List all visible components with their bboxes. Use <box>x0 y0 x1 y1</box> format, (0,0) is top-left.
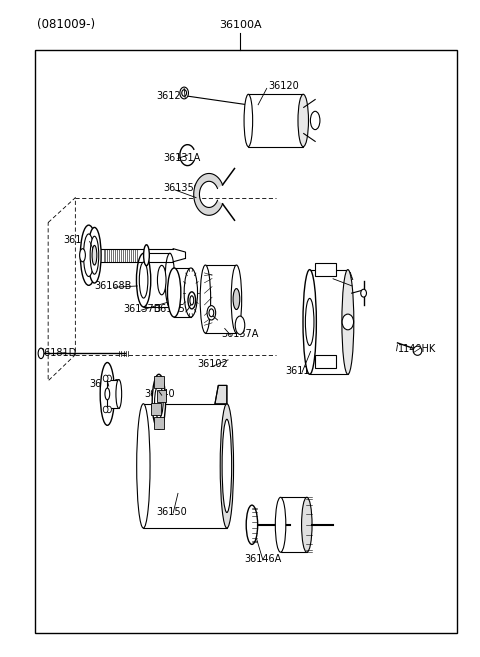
Ellipse shape <box>38 348 44 359</box>
Ellipse shape <box>233 288 240 309</box>
Text: 36127: 36127 <box>156 91 188 101</box>
Ellipse shape <box>244 95 252 147</box>
Ellipse shape <box>188 292 196 309</box>
Ellipse shape <box>276 497 286 553</box>
Ellipse shape <box>152 374 166 429</box>
Bar <box>248 95 303 147</box>
Ellipse shape <box>200 265 211 333</box>
Ellipse shape <box>413 346 422 355</box>
Ellipse shape <box>190 296 194 305</box>
Circle shape <box>103 375 108 382</box>
Bar <box>107 380 119 408</box>
Ellipse shape <box>165 253 175 307</box>
Ellipse shape <box>182 90 187 97</box>
Ellipse shape <box>139 262 148 298</box>
Circle shape <box>107 406 111 413</box>
Ellipse shape <box>144 245 149 265</box>
Ellipse shape <box>105 388 110 400</box>
Ellipse shape <box>92 246 97 265</box>
Text: 36150: 36150 <box>156 507 187 516</box>
Ellipse shape <box>298 95 309 147</box>
Bar <box>315 355 336 368</box>
FancyBboxPatch shape <box>154 417 164 429</box>
Ellipse shape <box>90 237 99 274</box>
FancyBboxPatch shape <box>157 390 167 402</box>
Ellipse shape <box>305 298 314 346</box>
Ellipse shape <box>180 87 189 99</box>
Ellipse shape <box>246 505 258 545</box>
Bar <box>144 404 227 528</box>
Ellipse shape <box>222 419 232 512</box>
Text: 36146A: 36146A <box>245 554 282 564</box>
Ellipse shape <box>155 385 163 419</box>
Text: 36137B: 36137B <box>123 304 161 314</box>
Text: 1140HK: 1140HK <box>397 344 436 354</box>
FancyBboxPatch shape <box>151 403 161 415</box>
Bar <box>315 263 336 276</box>
Text: 36145: 36145 <box>155 304 185 314</box>
Text: 36143A: 36143A <box>63 235 101 245</box>
Circle shape <box>342 314 354 330</box>
Text: 36140: 36140 <box>144 389 175 399</box>
Ellipse shape <box>342 269 354 374</box>
FancyBboxPatch shape <box>154 376 164 388</box>
Ellipse shape <box>361 289 366 297</box>
Ellipse shape <box>80 249 85 261</box>
Ellipse shape <box>100 363 115 425</box>
Ellipse shape <box>137 404 150 528</box>
Text: 36117A: 36117A <box>316 273 354 283</box>
Text: 36168B: 36168B <box>95 281 132 291</box>
Bar <box>310 269 348 374</box>
Ellipse shape <box>231 265 241 333</box>
Text: 36120: 36120 <box>269 81 300 91</box>
Circle shape <box>103 406 108 413</box>
Bar <box>205 265 237 333</box>
Ellipse shape <box>207 306 216 320</box>
Text: 36135C: 36135C <box>164 183 201 193</box>
Text: 36100A: 36100A <box>219 20 261 30</box>
Ellipse shape <box>235 316 245 334</box>
Text: (081009-): (081009-) <box>37 18 96 31</box>
Ellipse shape <box>136 253 151 307</box>
Ellipse shape <box>209 309 214 317</box>
Ellipse shape <box>184 268 198 317</box>
Ellipse shape <box>116 380 121 408</box>
Text: 36170: 36170 <box>90 379 120 389</box>
Ellipse shape <box>311 111 320 129</box>
Text: 36102: 36102 <box>197 359 228 369</box>
Polygon shape <box>215 386 227 404</box>
Text: 36110: 36110 <box>285 366 316 376</box>
Text: 36137A: 36137A <box>221 328 258 339</box>
Ellipse shape <box>84 234 94 277</box>
Text: 36131A: 36131A <box>164 153 201 164</box>
Ellipse shape <box>88 227 101 283</box>
Bar <box>281 497 307 553</box>
Polygon shape <box>194 173 223 215</box>
Ellipse shape <box>168 268 181 317</box>
Ellipse shape <box>157 265 166 295</box>
Text: 36138A: 36138A <box>206 313 244 324</box>
Circle shape <box>107 375 111 382</box>
Ellipse shape <box>303 269 316 374</box>
Bar <box>35 51 457 633</box>
Ellipse shape <box>220 404 234 528</box>
Ellipse shape <box>301 497 312 553</box>
Ellipse shape <box>80 225 97 285</box>
Text: 36181D: 36181D <box>38 348 77 357</box>
